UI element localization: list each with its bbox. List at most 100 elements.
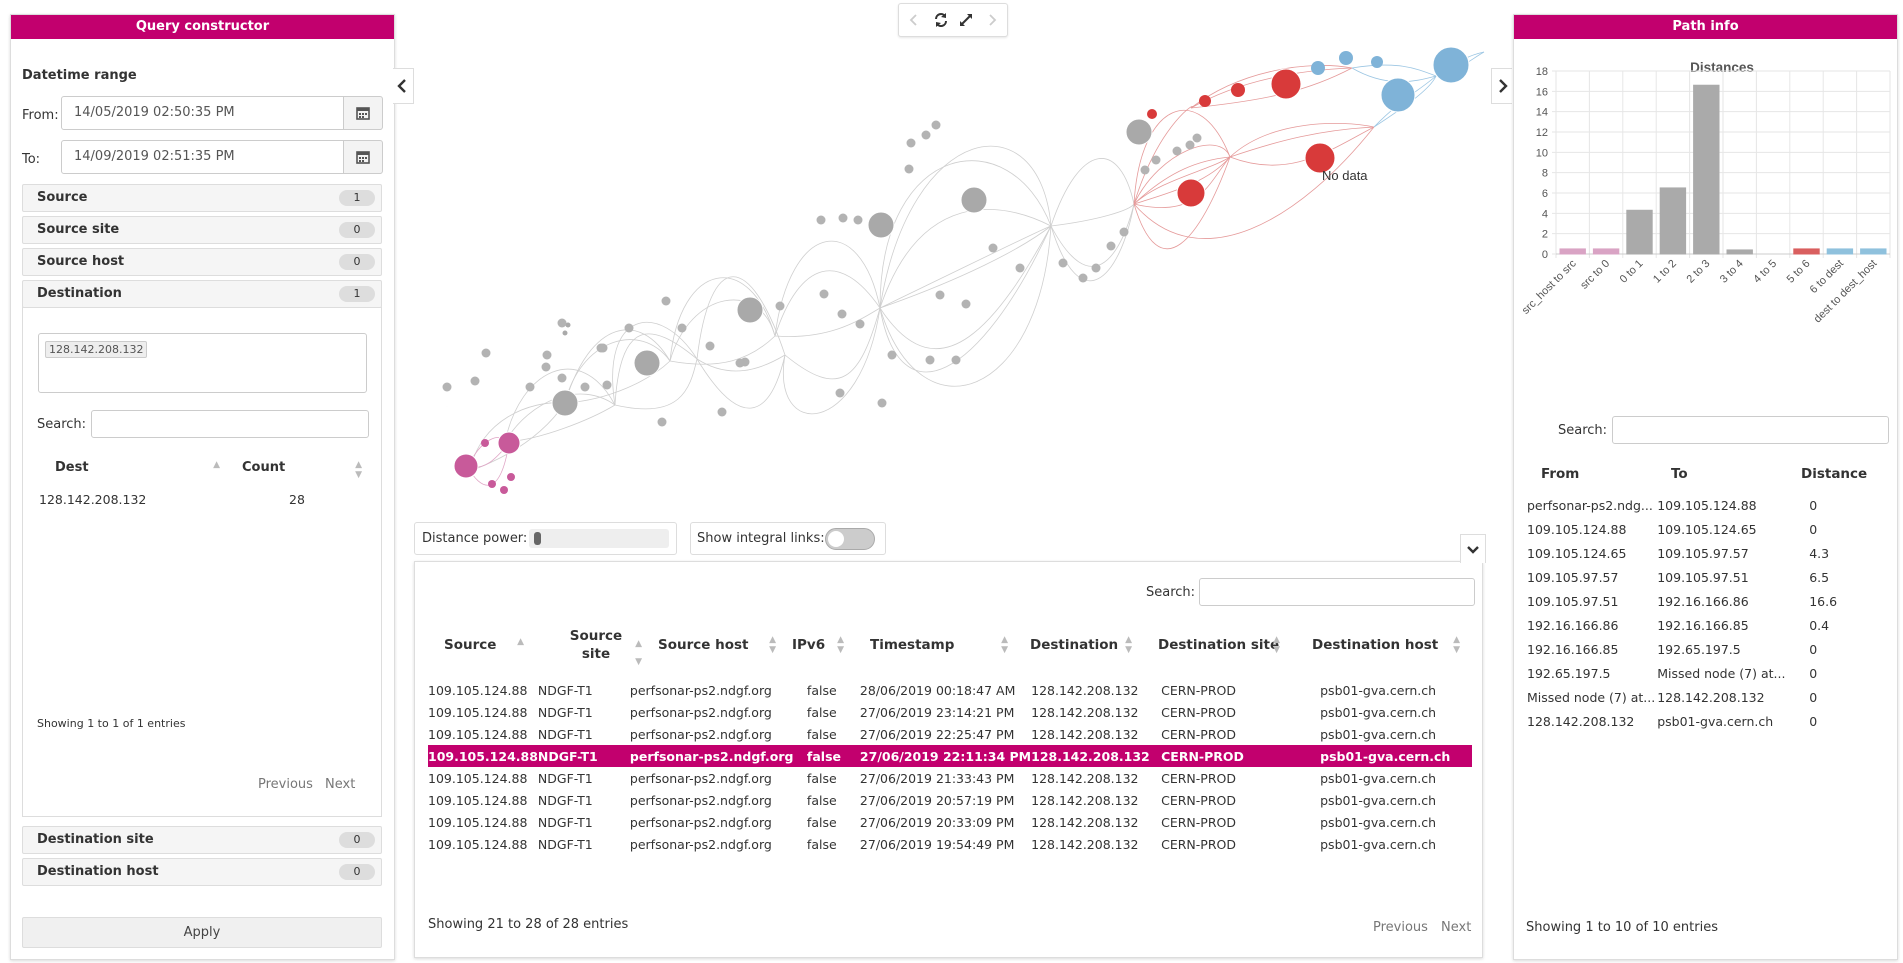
apply-button[interactable]: Apply: [22, 917, 382, 948]
col-source-site[interactable]: Source site ▲ ▼: [569, 628, 642, 667]
count-col-header[interactable]: Count ▲ ▼: [242, 460, 362, 480]
chart-ytick-label: 0: [1542, 249, 1548, 261]
chart-xtick-label: src_host to src: [1520, 257, 1579, 316]
path-row[interactable]: 192.65.197.5 Missed node (7) at... 0: [1526, 661, 1886, 685]
path-col-from[interactable]: From: [1541, 466, 1580, 482]
col-timestamp[interactable]: Timestamp ▲ ▼: [870, 635, 1008, 655]
path-col-to[interactable]: To: [1671, 466, 1688, 482]
col-destination-host[interactable]: Destination host ▲ ▼: [1312, 635, 1460, 655]
path-search-input[interactable]: [1612, 416, 1889, 444]
filter-source[interactable]: Source 1: [22, 184, 382, 212]
col-destination-site[interactable]: Destination site ▲ ▼: [1158, 635, 1280, 655]
main-prev-button[interactable]: Previous: [1373, 920, 1428, 935]
refresh-icon[interactable]: [933, 12, 949, 28]
chart-bar[interactable]: [1726, 249, 1753, 255]
chart-bar[interactable]: [1860, 248, 1887, 255]
table-row[interactable]: 109.105.124.88 NDGF-T1 perfsonar-ps2.ndgf.…: [428, 745, 1472, 767]
path-row[interactable]: 192.16.166.85 192.65.197.5 0: [1526, 637, 1886, 661]
path-cell-from: 109.105.97.51: [1527, 593, 1619, 609]
path-row[interactable]: 109.105.124.88 109.105.124.65 0: [1526, 517, 1886, 541]
collapse-right-panel-button[interactable]: [1491, 68, 1512, 104]
destination-next-button[interactable]: Next: [325, 777, 356, 792]
table-row[interactable]: 109.105.124.88 NDGF-T1 perfsonar-ps2.ndgf.…: [428, 789, 1472, 811]
to-datetime-input[interactable]: 14/09/2019 02:51:35 PM: [61, 140, 344, 174]
cell-source: 109.105.124.88: [428, 770, 528, 786]
path-row[interactable]: 109.105.97.51 192.16.166.86 16.6: [1526, 589, 1886, 613]
chart-bar[interactable]: [1826, 248, 1854, 255]
destination-row[interactable]: 128.142.208.132 28: [39, 492, 359, 507]
chevron-right-icon[interactable]: [985, 13, 999, 27]
no-data-label: No data: [1322, 168, 1368, 183]
table-row[interactable]: 109.105.124.88 NDGF-T1 perfsonar-ps2.ndgf.…: [428, 833, 1472, 855]
path-cell-from: 192.16.166.86: [1527, 617, 1619, 633]
path-cell-from: 109.105.124.65: [1527, 545, 1627, 561]
chart-bar[interactable]: [1693, 84, 1720, 255]
cell-destination-host: psb01-gva.cern.ch: [1320, 745, 1472, 767]
filter-destination-site[interactable]: Destination site 0: [22, 826, 382, 854]
destination-tag[interactable]: 128.142.208.132: [45, 341, 148, 358]
chart-bar[interactable]: [1592, 248, 1620, 255]
destination-table-info: Showing 1 to 1 of 1 entries: [37, 717, 186, 730]
network-graph[interactable]: No data: [440, 20, 1500, 520]
chart-xtick-label: src to 0: [1578, 258, 1612, 292]
main-search-input[interactable]: [1199, 578, 1475, 606]
from-datetime-input[interactable]: 14/05/2019 02:50:35 PM: [61, 96, 344, 130]
col-ipv6[interactable]: IPv6 ▲ ▼: [792, 635, 844, 655]
path-row[interactable]: 192.16.166.86 192.16.166.85 0.4: [1526, 613, 1886, 637]
cell-ipv6: false: [806, 770, 837, 786]
main-next-button[interactable]: Next: [1441, 920, 1472, 935]
cell-ipv6: false: [806, 726, 837, 742]
col-source[interactable]: Source ▲: [444, 637, 524, 653]
filter-destination[interactable]: Destination 1: [22, 280, 382, 308]
path-cell-distance: 0: [1809, 641, 1818, 657]
cell-destination-host: psb01-gva.cern.ch: [1320, 814, 1437, 830]
slider-handle[interactable]: [534, 532, 541, 545]
destination-tags-box[interactable]: 128.142.208.132: [38, 333, 367, 393]
cell-source-host: perfsonar-ps2.ndgf.org: [629, 704, 772, 720]
destination-prev-button[interactable]: Previous: [258, 777, 313, 792]
collapse-left-panel-button[interactable]: [393, 68, 414, 104]
filter-destination-label: Destination: [37, 286, 122, 301]
path-row[interactable]: perfsonar-ps2.ndg... 109.105.124.88 0: [1526, 493, 1886, 517]
from-calendar-button[interactable]: [343, 96, 383, 130]
chart-bar[interactable]: [1793, 248, 1820, 255]
chevron-left-icon[interactable]: [907, 13, 921, 27]
table-row[interactable]: 109.105.124.88 NDGF-T1 perfsonar-ps2.ndgf.…: [428, 723, 1472, 745]
col-source-host[interactable]: Source host ▲ ▼: [658, 635, 776, 655]
expand-icon[interactable]: [958, 12, 974, 28]
path-row[interactable]: 128.142.208.132 psb01-gva.cern.ch 0: [1526, 709, 1886, 733]
table-row[interactable]: 109.105.124.88 NDGF-T1 perfsonar-ps2.ndgf.…: [428, 679, 1472, 701]
filter-source-host[interactable]: Source host 0: [22, 248, 382, 276]
distance-power-slider[interactable]: [529, 529, 669, 548]
chart-bar[interactable]: [1559, 248, 1586, 255]
table-row[interactable]: 109.105.124.88 NDGF-T1 perfsonar-ps2.ndgf.…: [428, 767, 1472, 789]
to-calendar-button[interactable]: [343, 140, 383, 174]
cell-source-site: NDGF-T1: [537, 704, 593, 720]
dest-col-header[interactable]: Dest ▲: [55, 460, 220, 475]
filter-destination-host[interactable]: Destination host 0: [22, 858, 382, 886]
cell-destination-host: psb01-gva.cern.ch: [1320, 682, 1437, 698]
chart-bar[interactable]: [1626, 209, 1653, 255]
path-row[interactable]: Missed node (7) at... 128.142.208.132 0: [1526, 685, 1886, 709]
cell-timestamp: 27/06/2019 22:25:47 PM: [859, 726, 1015, 742]
filter-source-site[interactable]: Source site 0: [22, 216, 382, 244]
path-cell-from: 192.65.197.5: [1527, 665, 1611, 681]
path-col-distance[interactable]: Distance: [1801, 466, 1868, 482]
destination-search-input[interactable]: [91, 410, 369, 438]
cell-timestamp: 27/06/2019 22:11:34 PM: [859, 745, 1032, 767]
path-cell-to: 109.105.124.65: [1657, 521, 1757, 537]
path-search-label: Search:: [1558, 423, 1608, 438]
sort-asc-icon: ▲: [213, 460, 220, 470]
table-row[interactable]: 109.105.124.88 NDGF-T1 perfsonar-ps2.ndgf.…: [428, 811, 1472, 833]
main-table-collapse-button[interactable]: [1460, 534, 1486, 563]
integral-links-toggle[interactable]: [825, 528, 875, 550]
chart-bar[interactable]: [1659, 187, 1687, 255]
cell-destination: 128.142.208.132: [1031, 682, 1139, 698]
path-row[interactable]: 109.105.97.57 109.105.97.51 6.5: [1526, 565, 1886, 589]
path-cell-from: 128.142.208.132: [1527, 713, 1635, 729]
path-cell-from: 109.105.124.88: [1527, 521, 1627, 537]
cell-destination-site: CERN-PROD: [1161, 770, 1236, 786]
table-row[interactable]: 109.105.124.88 NDGF-T1 perfsonar-ps2.ndgf.…: [428, 701, 1472, 723]
col-destination[interactable]: Destination ▲ ▼: [1030, 635, 1132, 655]
path-row[interactable]: 109.105.124.65 109.105.97.57 4.3: [1526, 541, 1886, 565]
